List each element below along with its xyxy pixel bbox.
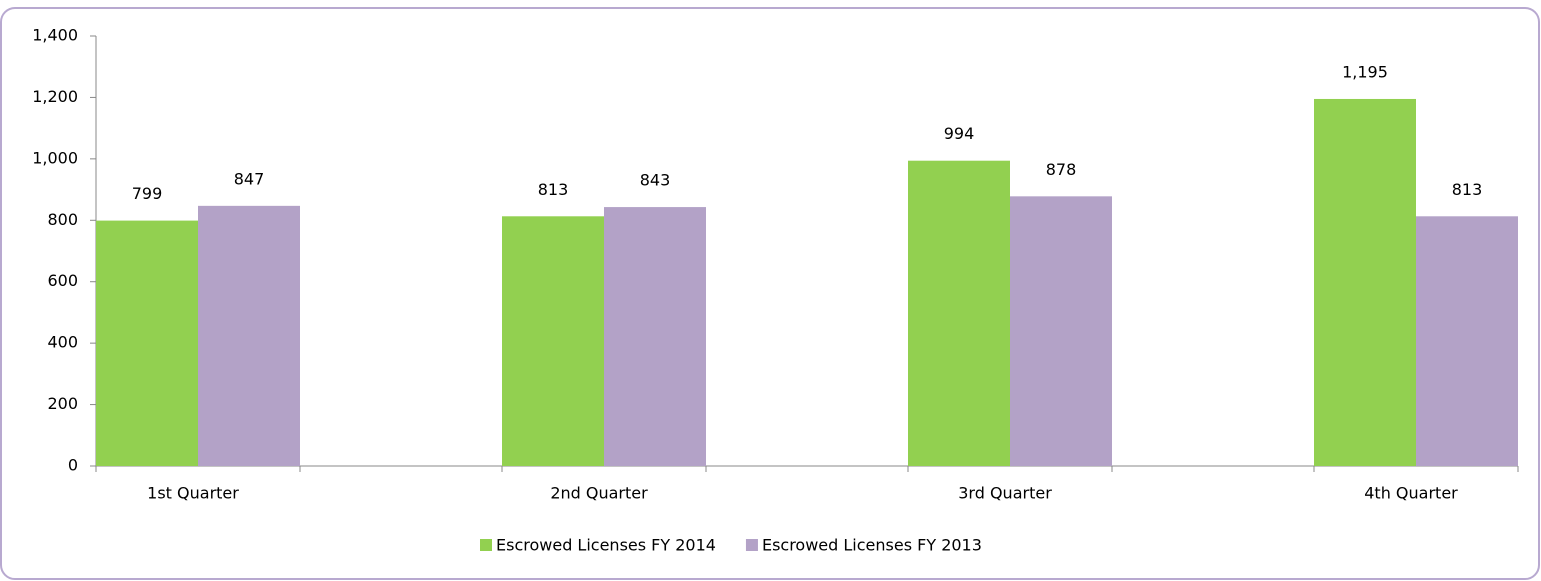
legend-label: Escrowed Licenses FY 2013 (762, 536, 982, 555)
value-label: 813 (1452, 180, 1483, 199)
legend-label: Escrowed Licenses FY 2014 (496, 536, 716, 555)
value-label: 843 (640, 171, 671, 190)
y-tick-label: 400 (47, 333, 78, 352)
legend-swatch (480, 539, 492, 551)
y-tick-label: 200 (47, 394, 78, 413)
x-tick-label: 4th Quarter (1364, 484, 1458, 503)
y-tick-label: 1,000 (32, 148, 78, 167)
bar (908, 160, 1010, 466)
bar (502, 216, 604, 466)
x-tick-label: 1st Quarter (147, 484, 239, 503)
value-label: 813 (538, 180, 569, 199)
value-label: 1,195 (1342, 62, 1388, 81)
bar (604, 207, 706, 467)
value-label: 878 (1046, 160, 1077, 179)
bar (1010, 196, 1112, 467)
x-tick-label: 2nd Quarter (550, 484, 648, 503)
y-tick-label: 1,400 (32, 26, 78, 45)
y-tick-label: 600 (47, 271, 78, 290)
bar (96, 220, 198, 466)
chart-border (0, 7, 1540, 580)
bar (1416, 216, 1518, 466)
value-label: 847 (234, 169, 265, 188)
x-tick-label: 3rd Quarter (958, 484, 1052, 503)
y-tick-label: 0 (68, 456, 78, 475)
legend-swatch (745, 539, 758, 551)
y-tick-label: 1,200 (32, 87, 78, 106)
value-label: 799 (132, 184, 163, 203)
bar (1314, 98, 1416, 466)
value-label: 994 (944, 124, 975, 143)
bar (198, 205, 300, 466)
y-tick-label: 800 (47, 210, 78, 229)
